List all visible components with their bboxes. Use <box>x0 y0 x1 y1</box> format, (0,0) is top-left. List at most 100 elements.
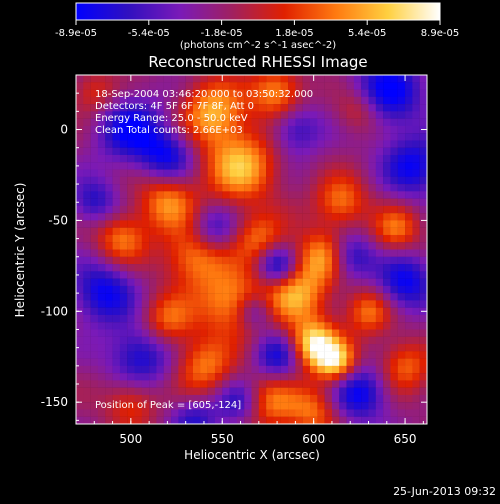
heatmap-cell <box>251 336 259 345</box>
heatmap-cell <box>368 191 376 199</box>
heatmap-cell <box>97 278 106 287</box>
heatmap-cell <box>83 154 91 163</box>
heatmap-cell <box>156 133 164 141</box>
heatmap-cell <box>141 336 150 345</box>
heatmap-cell <box>193 402 201 410</box>
heatmap-cell <box>127 344 135 352</box>
heatmap-cell <box>193 191 201 199</box>
heatmap-cell <box>266 82 274 90</box>
heatmap-cell <box>361 154 369 163</box>
heatmap-cell <box>302 278 311 287</box>
heatmap-cell <box>171 336 179 345</box>
heatmap-cell <box>112 300 121 308</box>
heatmap-cell <box>127 278 135 287</box>
heatmap-cell <box>149 416 157 424</box>
heatmap-cell <box>97 154 106 163</box>
heatmap-cell <box>302 373 311 381</box>
heatmap-cell <box>222 118 230 127</box>
heatmap-cell <box>83 140 91 148</box>
heatmap-cell <box>390 96 398 105</box>
heatmap-cell <box>76 344 84 352</box>
heatmap-cell <box>280 293 289 301</box>
heatmap-cell <box>171 154 179 163</box>
heatmap-cell <box>163 191 172 199</box>
heatmap-cell <box>339 147 347 156</box>
heatmap-cell <box>324 184 333 192</box>
heatmap-cell <box>273 285 281 294</box>
heatmap-cell <box>200 227 208 236</box>
heatmap-cell <box>156 154 164 163</box>
heatmap-cell <box>361 322 369 330</box>
heatmap-cell <box>127 271 135 279</box>
heatmap-cell <box>317 256 325 265</box>
heatmap-cell <box>178 191 186 199</box>
heatmap-cell <box>185 162 194 170</box>
heatmap-cell <box>280 198 289 207</box>
heatmap-cell <box>76 75 84 83</box>
heatmap-cell <box>397 351 406 359</box>
heatmap-cell <box>76 336 84 345</box>
heatmap-cell <box>251 322 259 330</box>
heatmap-cell <box>412 227 420 236</box>
heatmap-cell <box>193 373 201 381</box>
heatmap-cell <box>185 220 194 228</box>
heatmap-cell <box>83 213 91 221</box>
heatmap-cell <box>156 307 164 316</box>
heatmap-cell <box>412 285 420 294</box>
heatmap-cell <box>178 140 186 148</box>
heatmap-cell <box>339 227 347 236</box>
heatmap-cell <box>331 96 340 105</box>
heatmap-cell <box>317 234 325 243</box>
heatmap-cell <box>222 249 230 257</box>
heatmap-cell <box>214 264 223 272</box>
heatmap-cell <box>375 402 384 410</box>
heatmap-cell <box>76 402 84 410</box>
heatmap-cell <box>214 314 223 323</box>
heatmap-cell <box>324 256 333 265</box>
heatmap-cell <box>193 133 201 141</box>
heatmap-cell <box>258 176 267 185</box>
heatmap-cell <box>90 184 99 192</box>
heatmap-cell <box>156 96 164 105</box>
heatmap-cell <box>324 402 333 410</box>
heatmap-cell <box>346 205 355 214</box>
heatmap-cell <box>83 147 91 156</box>
heatmap-cell <box>134 249 142 257</box>
footer-timestamp: 25-Jun-2013 09:32 <box>393 485 496 498</box>
heatmap-cell <box>405 140 413 148</box>
heatmap-cell <box>119 184 128 192</box>
heatmap-cell <box>149 133 157 141</box>
heatmap-cell <box>134 322 142 330</box>
heatmap-cell <box>383 118 391 127</box>
heatmap-cell <box>302 89 311 97</box>
heatmap-cell <box>97 162 106 170</box>
heatmap-cell <box>105 285 113 294</box>
heatmap-cell <box>97 380 106 388</box>
heatmap-cell <box>361 213 369 221</box>
heatmap-cell <box>339 329 347 337</box>
heatmap-cell <box>112 227 121 236</box>
heatmap-cell <box>149 89 157 97</box>
heatmap-cell <box>361 278 369 287</box>
heatmap-cell <box>324 380 333 388</box>
heatmap-cell <box>141 394 150 403</box>
heatmap-cell <box>171 351 179 359</box>
heatmap-cell <box>244 154 252 163</box>
heatmap-cell <box>317 213 325 221</box>
heatmap-cell <box>331 402 340 410</box>
heatmap-cell <box>193 75 201 83</box>
heatmap-cell <box>383 409 391 417</box>
heatmap-cell <box>97 213 106 221</box>
heatmap-cell <box>141 416 150 424</box>
heatmap-cell <box>419 394 427 403</box>
heatmap-cell <box>127 314 135 323</box>
heatmap-cell <box>112 249 121 257</box>
heatmap-cell <box>97 198 106 207</box>
heatmap-cell <box>83 293 91 301</box>
heatmap-cell <box>193 96 201 105</box>
heatmap-cell <box>273 125 281 134</box>
heatmap-cell <box>368 234 376 243</box>
heatmap-cell <box>193 227 201 236</box>
heatmap-cell <box>331 154 340 163</box>
heatmap-cell <box>97 300 106 308</box>
